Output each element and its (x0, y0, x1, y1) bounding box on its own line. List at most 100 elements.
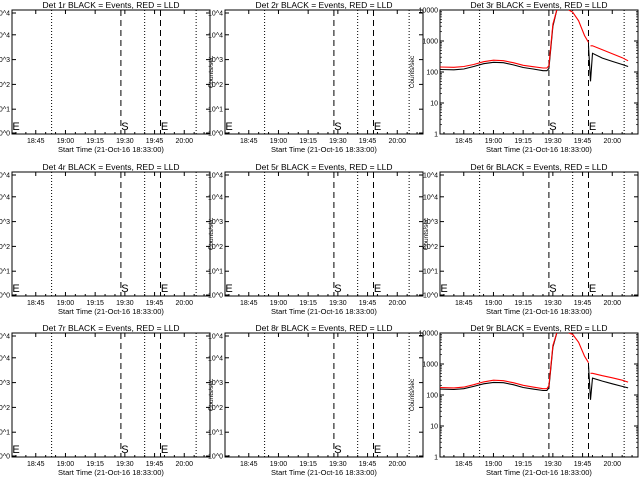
x-tick-label: 20:00 (388, 138, 406, 145)
y-tick-label: 100 (426, 393, 438, 400)
series-line-events (587, 365, 629, 400)
x-tick-label: 18:45 (27, 461, 45, 468)
y-tick-label: 10^4 (208, 11, 223, 18)
x-tick-label: 19:00 (485, 461, 503, 468)
x-tick-label: 19:00 (57, 300, 75, 307)
x-tick-label: 20:00 (603, 138, 621, 145)
x-axis-label: Start Time (21-Oct-16 18:33:00) (271, 468, 377, 477)
x-tick-label: 19:00 (57, 138, 75, 145)
y-tick-label: 10^4 (0, 194, 10, 201)
x-axis-label: Start Time (21-Oct-16 18:33:00) (271, 307, 377, 316)
x-tick-label: 20:00 (388, 300, 406, 307)
y-tick-label: 10^1 (0, 107, 10, 114)
event-marker-E: E (225, 283, 232, 295)
y-tick-label: 10^3 (0, 57, 10, 64)
event-marker-E: E (161, 121, 168, 133)
x-axis-label: Start Time (21-Oct-16 18:33:00) (271, 145, 377, 154)
event-marker-S: S (121, 444, 128, 456)
series-line-lld (568, 10, 589, 43)
y-axis-label: Counts/sec (208, 378, 215, 411)
x-tick-label: 19:15 (86, 461, 104, 468)
panel-title: Det 7r BLACK = Events, RED = LLD (42, 323, 179, 333)
plot-frame (11, 332, 211, 458)
x-tick-label: 19:15 (86, 300, 104, 307)
x-axis-label: Start Time (21-Oct-16 18:33:00) (58, 307, 164, 316)
x-tick-label: 19:45 (574, 138, 592, 145)
y-tick-label: 10^2 (208, 82, 223, 89)
x-tick-label: 18:45 (27, 300, 45, 307)
y-tick-label: 10^3 (423, 219, 438, 226)
series-line-events (440, 333, 558, 392)
event-marker-S: S (549, 121, 556, 133)
series-lld (440, 10, 629, 69)
x-tick-label: 20:00 (388, 461, 406, 468)
y-tick-label: 10^4 (208, 355, 223, 362)
series-events (440, 333, 629, 400)
y-tick-label: 10^4 (208, 32, 223, 39)
y-tick-label: 10^2 (208, 405, 223, 412)
y-tick-label: 10^0 (0, 293, 10, 300)
y-tick-label: 10^4 (0, 355, 10, 362)
x-tick-label: 18:45 (455, 138, 473, 145)
y-tick-label: 10^0 (208, 454, 223, 461)
y-tick-label: 10^3 (208, 219, 223, 226)
x-tick-label: 19:00 (270, 300, 288, 307)
panel-det-1: Det 1r BLACK = Events, RED = LLD 18:45 19:… (0, 0, 211, 154)
panel-det-8: Det 8r BLACK = Events, RED = LLD 18:45 19:… (208, 323, 424, 477)
y-tick-label: 10^1 (0, 430, 10, 437)
panel-title: Det 5r BLACK = Events, RED = LLD (255, 162, 392, 172)
y-tick-label: 10000 (419, 8, 439, 15)
panel-title: Det 3r BLACK = Events, RED = LLD (470, 0, 607, 10)
y-axis-label: Counts/sec (208, 55, 215, 88)
y-tick-label: 1 (434, 455, 438, 462)
x-tick-label: 20:00 (175, 300, 193, 307)
y-tick-label: 100 (426, 70, 438, 77)
y-tick-label: 10^2 (208, 244, 223, 251)
y-tick-label: 10^3 (208, 380, 223, 387)
series-line-lld (440, 333, 558, 390)
x-tick-label: 19:45 (146, 300, 164, 307)
plot-frame (224, 9, 424, 135)
x-tick-label: 19:30 (116, 300, 134, 307)
y-tick-label: 10^2 (0, 405, 10, 412)
event-marker-E: E (12, 121, 19, 133)
x-tick-label: 19:15 (514, 138, 532, 145)
series-line-events (440, 10, 558, 72)
plot-frame (224, 332, 424, 458)
y-tick-label: 10^4 (208, 194, 223, 201)
x-tick-label: 19:30 (544, 300, 562, 307)
y-tick-label: 10^4 (0, 11, 10, 18)
series-line-lld (590, 45, 629, 62)
y-tick-label: 10^3 (0, 380, 10, 387)
y-tick-label: 10^0 (208, 131, 223, 138)
series-line-lld (568, 333, 589, 363)
x-tick-label: 19:30 (329, 300, 347, 307)
panel-det-7: Det 7r BLACK = Events, RED = LLD 18:45 19:… (0, 323, 211, 477)
x-tick-label: 19:30 (329, 461, 347, 468)
event-marker-S: S (549, 283, 556, 295)
series-line-events (587, 45, 629, 82)
y-tick-label: 1 (434, 132, 438, 139)
x-axis-label: Start Time (21-Oct-16 18:33:00) (58, 145, 164, 154)
panel-title: Det 8r BLACK = Events, RED = LLD (255, 323, 392, 333)
y-tick-label: 10^1 (0, 269, 10, 276)
panel-det-2: Det 2r BLACK = Events, RED = LLD 18:45 19:… (208, 0, 424, 154)
x-tick-label: 19:00 (57, 461, 75, 468)
panel-det-6: Det 6r BLACK = Events, RED = LLD 18:45 19:… (423, 162, 639, 316)
event-marker-S: S (121, 283, 128, 295)
panel-det-3: Det 3r BLACK = Events, RED = LLD 18:45 19:… (409, 0, 639, 154)
y-tick-label: 10^2 (0, 244, 10, 251)
y-axis-label: Counts/sec (409, 55, 416, 88)
x-tick-label: 19:45 (359, 300, 377, 307)
x-axis-label: Start Time (21-Oct-16 18:33:00) (486, 307, 592, 316)
y-axis-label: Counts/sec (409, 378, 416, 411)
y-tick-label: 10^4 (0, 32, 10, 39)
x-tick-label: 19:15 (299, 461, 317, 468)
event-marker-E: E (374, 283, 381, 295)
y-tick-label: 10^0 (208, 293, 223, 300)
y-tick-label: 10^4 (208, 334, 223, 341)
y-tick-label: 10^1 (208, 107, 223, 114)
series-line-lld (440, 10, 558, 69)
event-marker-S: S (334, 121, 341, 133)
